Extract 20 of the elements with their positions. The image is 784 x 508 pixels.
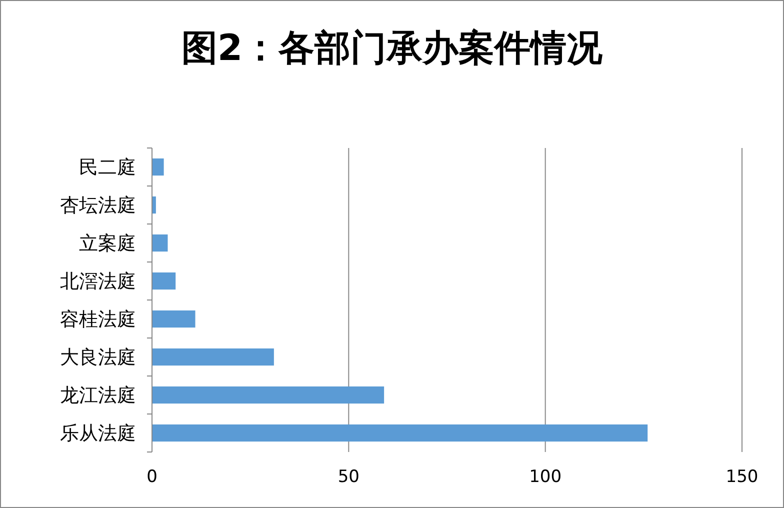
y-tick-label: 乐从法庭 — [60, 422, 136, 445]
bar — [152, 310, 196, 328]
y-tick-label: 立案庭 — [79, 232, 136, 255]
bar — [152, 348, 274, 366]
y-tick-label: 龙江法庭 — [60, 384, 136, 407]
bar — [152, 386, 384, 404]
x-tick-label: 50 — [338, 467, 360, 487]
x-tick-label: 0 — [146, 467, 158, 487]
y-tick-label: 北滘法庭 — [60, 270, 136, 293]
x-tick-label: 100 — [529, 467, 562, 487]
x-tick-label: 150 — [726, 467, 758, 487]
bar — [152, 158, 164, 176]
bar — [152, 234, 168, 252]
y-tick-label: 大良法庭 — [60, 346, 136, 369]
y-tick-label: 民二庭 — [79, 156, 136, 179]
bar — [152, 272, 176, 290]
y-tick-label: 容桂法庭 — [60, 308, 136, 331]
bar — [152, 424, 648, 442]
y-tick-label: 杏坛法庭 — [60, 194, 136, 217]
chart-title: 图2：各部门承办案件情况 — [181, 28, 603, 69]
